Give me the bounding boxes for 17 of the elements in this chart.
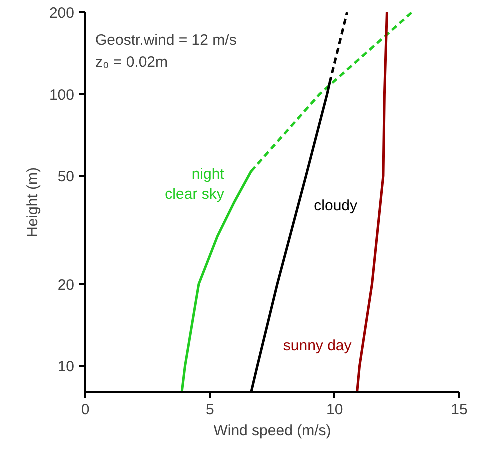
y-tick-label: 10	[58, 358, 75, 376]
series-label: sunny day	[283, 338, 352, 355]
y-axis-title: Height (m)	[24, 167, 42, 238]
y-tick-label: 200	[49, 5, 75, 22]
x-tick-label: 5	[206, 402, 214, 418]
line-series	[356, 12, 388, 392]
x-tick-label: 10	[326, 402, 344, 418]
series-label: night clear sky	[165, 166, 226, 204]
y-tick-label: 20	[58, 276, 75, 294]
x-tick-label: 15	[451, 402, 468, 418]
y-tick-label: 50	[58, 168, 75, 186]
y-tick-label: 100	[49, 86, 75, 104]
x-tick-label: 0	[81, 402, 90, 418]
series-label: cloudy	[314, 198, 358, 215]
annotation: z₀ = 0.02m	[96, 54, 168, 71]
x-axis-title: Wind speed (m/s)	[214, 422, 332, 440]
annotation: Geostr.wind = 12 m/s	[96, 32, 237, 49]
